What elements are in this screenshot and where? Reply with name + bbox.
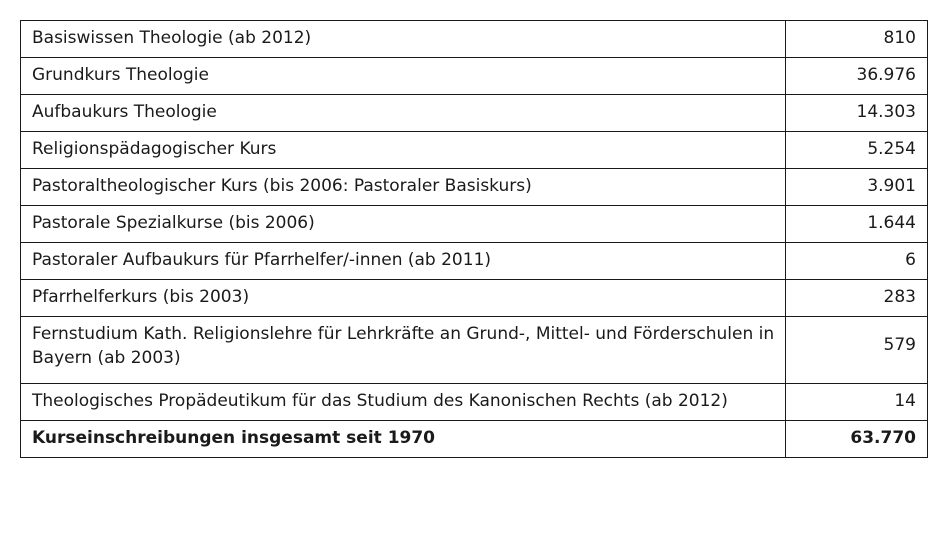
table-row: Aufbaukurs Theologie 14.303 <box>20 94 928 132</box>
enrollment-count: 36.976 <box>785 57 928 95</box>
total-count: 63.770 <box>785 420 928 458</box>
table-row: Pastoraler Aufbaukurs für Pfarrhelfer/-i… <box>20 242 928 280</box>
table-row: Pastorale Spezialkurse (bis 2006) 1.644 <box>20 205 928 243</box>
table-row: Pastoraltheologischer Kurs (bis 2006: Pa… <box>20 168 928 206</box>
table-row: Pfarrhelferkurs (bis 2003) 283 <box>20 279 928 317</box>
enrollment-count: 810 <box>785 20 928 58</box>
enrollment-table-container: Basiswissen Theologie (ab 2012) 810 Grun… <box>20 20 928 458</box>
course-name: Aufbaukurs Theologie <box>20 94 786 132</box>
course-name: Pfarrhelferkurs (bis 2003) <box>20 279 786 317</box>
enrollment-count: 6 <box>785 242 928 280</box>
course-enrollment-table: Basiswissen Theologie (ab 2012) 810 Grun… <box>20 20 928 458</box>
course-name: Fernstudium Kath. Religionslehre für Leh… <box>20 316 786 384</box>
course-name: Pastorale Spezialkurse (bis 2006) <box>20 205 786 243</box>
course-name: Religionspädagogischer Kurs <box>20 131 786 169</box>
table-row: Fernstudium Kath. Religionslehre für Leh… <box>20 316 928 384</box>
enrollment-count: 3.901 <box>785 168 928 206</box>
table-row: Grundkurs Theologie 36.976 <box>20 57 928 95</box>
course-name: Grundkurs Theologie <box>20 57 786 95</box>
course-name: Theologisches Propädeutikum für das Stud… <box>20 383 786 421</box>
enrollment-count: 14 <box>785 383 928 421</box>
total-row: Kurseinschreibungen insgesamt seit 1970 … <box>20 420 928 458</box>
enrollment-count: 1.644 <box>785 205 928 243</box>
total-label: Kurseinschreibungen insgesamt seit 1970 <box>20 420 786 458</box>
course-name: Pastoraltheologischer Kurs (bis 2006: Pa… <box>20 168 786 206</box>
enrollment-count: 579 <box>785 316 928 384</box>
enrollment-count: 5.254 <box>785 131 928 169</box>
table-row: Basiswissen Theologie (ab 2012) 810 <box>20 20 928 58</box>
course-name: Pastoraler Aufbaukurs für Pfarrhelfer/-i… <box>20 242 786 280</box>
enrollment-count: 14.303 <box>785 94 928 132</box>
enrollment-count: 283 <box>785 279 928 317</box>
table-row: Religionspädagogischer Kurs 5.254 <box>20 131 928 169</box>
course-name: Basiswissen Theologie (ab 2012) <box>20 20 786 58</box>
table-row: Theologisches Propädeutikum für das Stud… <box>20 383 928 421</box>
